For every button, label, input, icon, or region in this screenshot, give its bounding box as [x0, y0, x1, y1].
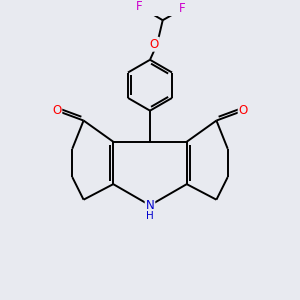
- Text: F: F: [179, 2, 186, 15]
- Text: F: F: [135, 0, 142, 13]
- Text: O: O: [52, 104, 62, 117]
- Text: O: O: [150, 38, 159, 51]
- Text: H: H: [146, 211, 154, 221]
- Text: O: O: [238, 104, 248, 117]
- Text: N: N: [146, 199, 154, 212]
